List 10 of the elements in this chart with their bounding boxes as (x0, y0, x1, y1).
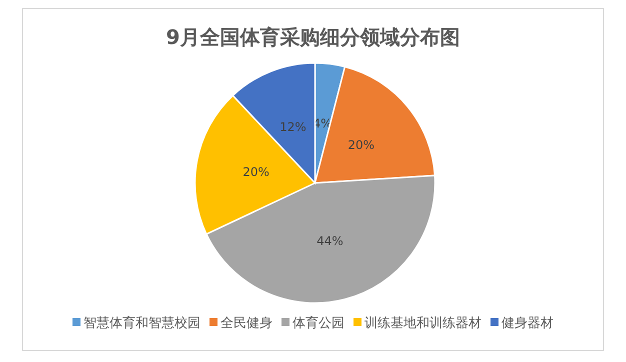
data-label: 20% (242, 164, 270, 179)
legend-label: 全民健身 (220, 316, 272, 331)
legend-label: 健身器材 (502, 316, 554, 331)
data-label: 12% (280, 120, 306, 134)
data-label: 44% (316, 234, 344, 248)
data-label: 20% (348, 138, 375, 152)
chart-title: 9月全国体育采购细分领域分布图 (166, 25, 460, 49)
legend-label: 体育公园 (292, 315, 344, 331)
legend-label: 训练基地和训练器材 (364, 316, 482, 331)
legend-label: 智慧体育和智慧校园 (84, 315, 200, 331)
